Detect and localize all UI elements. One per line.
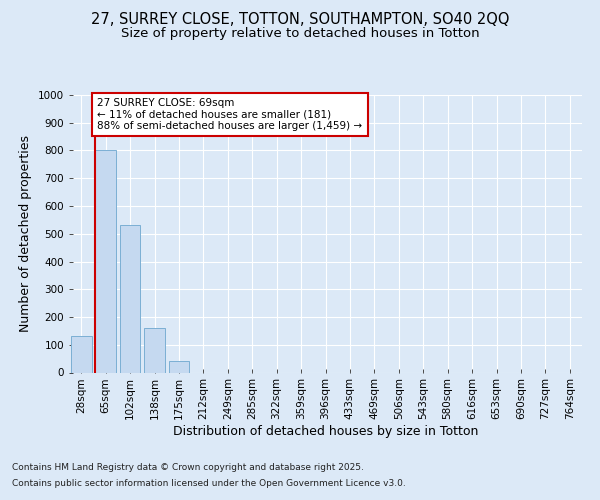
Bar <box>119 226 140 372</box>
Bar <box>169 362 190 372</box>
Text: Contains public sector information licensed under the Open Government Licence v3: Contains public sector information licen… <box>12 478 406 488</box>
X-axis label: Distribution of detached houses by size in Totton: Distribution of detached houses by size … <box>173 425 478 438</box>
Text: 27 SURREY CLOSE: 69sqm
← 11% of detached houses are smaller (181)
88% of semi-de: 27 SURREY CLOSE: 69sqm ← 11% of detached… <box>97 98 362 131</box>
Text: 27, SURREY CLOSE, TOTTON, SOUTHAMPTON, SO40 2QQ: 27, SURREY CLOSE, TOTTON, SOUTHAMPTON, S… <box>91 12 509 28</box>
Text: Size of property relative to detached houses in Totton: Size of property relative to detached ho… <box>121 28 479 40</box>
Y-axis label: Number of detached properties: Number of detached properties <box>19 135 32 332</box>
Bar <box>95 150 116 372</box>
Bar <box>144 328 165 372</box>
Text: Contains HM Land Registry data © Crown copyright and database right 2025.: Contains HM Land Registry data © Crown c… <box>12 464 364 472</box>
Bar <box>71 336 92 372</box>
